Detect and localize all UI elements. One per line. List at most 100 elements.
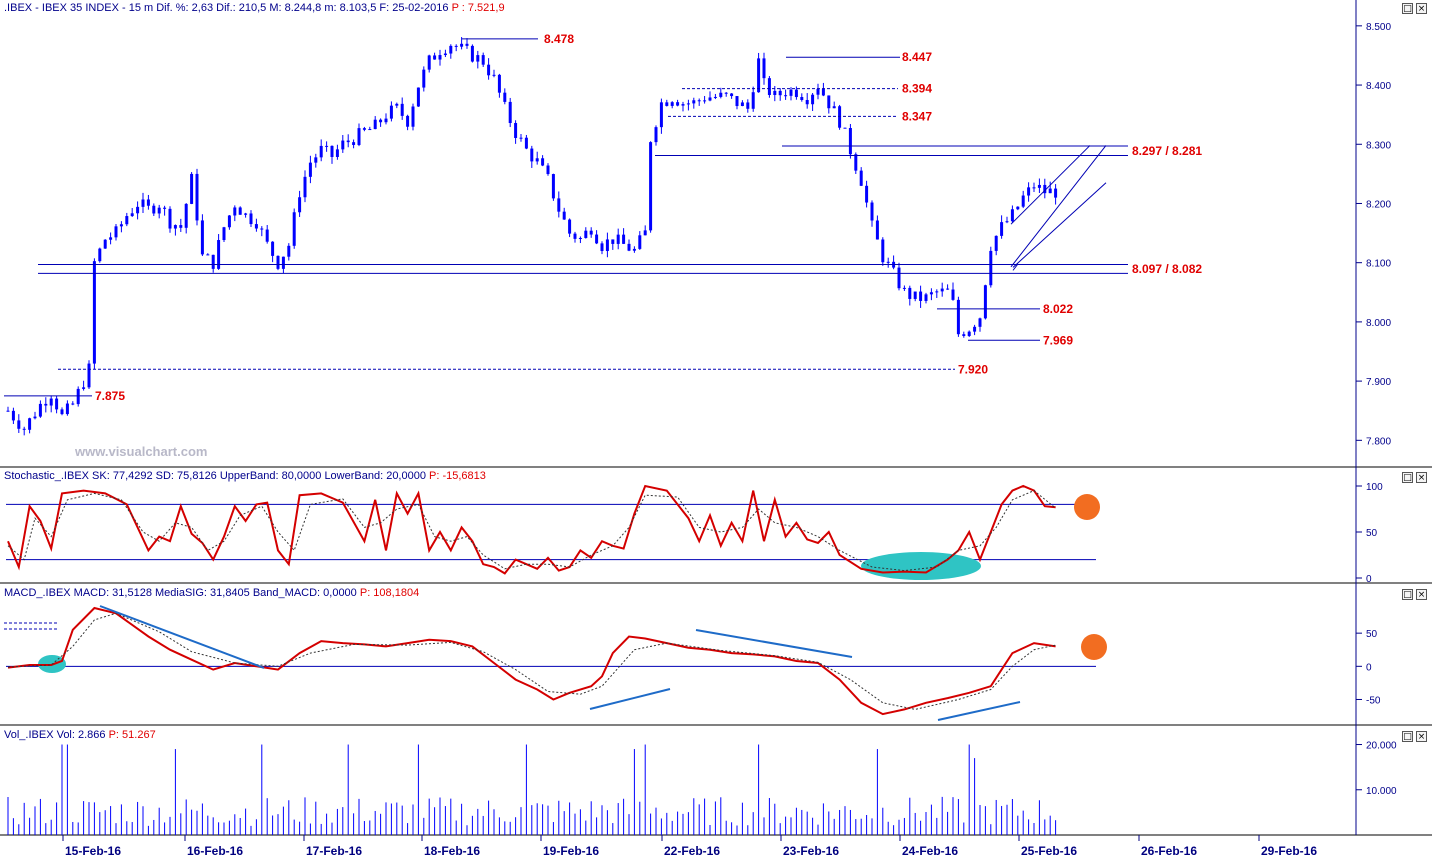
price-candle — [265, 229, 269, 242]
price-candle — [757, 58, 761, 93]
price-candle — [497, 74, 501, 93]
price-candle — [384, 118, 388, 123]
price-candle — [422, 69, 426, 88]
price-candle — [649, 142, 653, 231]
price-candle — [551, 174, 555, 199]
price-candle — [211, 254, 215, 269]
stochastic-panel-maximize-button[interactable]: □ — [1402, 472, 1413, 483]
macd-panel-maximize-button[interactable]: □ — [1402, 589, 1413, 600]
price-candle — [130, 213, 134, 217]
price-axis-label: 8.400 — [1366, 81, 1391, 92]
price-candle — [989, 250, 993, 286]
price-candle — [352, 142, 356, 145]
price-candle — [173, 225, 177, 229]
stochastic-axis-label: 0 — [1366, 574, 1372, 585]
price-candle — [659, 102, 663, 128]
macd-panel-header: MACD_.IBEX MACD: 31,5128 MediaSIG: 31,84… — [4, 587, 420, 599]
price-candle — [136, 206, 140, 214]
price-panel-close-button[interactable]: × — [1416, 3, 1427, 14]
price-candle — [60, 409, 64, 415]
price-panel-maximize-button[interactable]: □ — [1402, 3, 1413, 14]
price-candle — [1021, 195, 1025, 207]
price-candle — [978, 318, 982, 327]
macd-axis-label: 0 — [1366, 662, 1372, 673]
level-label: 8.297 / 8.281 — [1132, 144, 1202, 158]
price-candle — [1000, 222, 1004, 236]
price-candle — [951, 289, 955, 300]
channel-upper-line — [1010, 145, 1107, 268]
price-candle — [929, 292, 933, 295]
price-candle — [109, 237, 113, 240]
volume-panel-maximize-button[interactable]: □ — [1402, 731, 1413, 742]
price-candle — [184, 203, 188, 228]
price-candle — [870, 202, 874, 221]
macd-panel-close-button[interactable]: × — [1416, 589, 1427, 600]
macd-divergence-line — [589, 688, 671, 710]
channel-lower-line — [1012, 182, 1107, 268]
price-candle — [627, 243, 631, 251]
date-axis-label: 15-Feb-16 — [65, 844, 121, 857]
price-candle — [805, 99, 809, 105]
channel-top-line — [1010, 145, 1091, 225]
price-candle — [740, 102, 744, 107]
macd-divergence-line — [695, 629, 853, 658]
price-candle — [827, 95, 831, 109]
price-candle — [260, 228, 264, 230]
price-candle — [767, 78, 771, 95]
price-candle — [665, 102, 669, 106]
price-candle — [967, 331, 971, 336]
volume-axis-label: 20.000 — [1366, 741, 1397, 752]
price-candle — [848, 128, 852, 155]
price-candle — [460, 43, 464, 47]
price-candle — [622, 234, 626, 244]
price-candle — [44, 403, 48, 406]
price-candle — [708, 97, 712, 101]
level-label: 8.022 — [1043, 302, 1073, 316]
price-candle — [476, 55, 480, 62]
stochastic-axis-label: 50 — [1366, 528, 1378, 539]
macd-divergence-line — [937, 701, 1021, 721]
price-candle — [465, 43, 469, 46]
price-candle — [1043, 184, 1047, 194]
level-label: 8.347 — [902, 109, 932, 123]
price-candle — [357, 128, 361, 145]
price-candle — [481, 55, 485, 65]
price-candle — [789, 89, 793, 96]
stochastic-panel-close-button[interactable]: × — [1416, 472, 1427, 483]
price-candle — [600, 243, 604, 252]
price-candle — [49, 398, 53, 406]
price-candle — [654, 127, 658, 143]
price-candle — [157, 207, 161, 214]
price-candle — [730, 93, 734, 97]
price-candle — [946, 288, 950, 290]
price-candle — [703, 100, 707, 102]
price-candle — [800, 97, 804, 100]
price-candle — [470, 45, 474, 62]
price-candle — [114, 226, 118, 238]
price-candle — [530, 148, 534, 162]
price-candle — [411, 106, 415, 127]
price-candle — [65, 403, 69, 415]
price-candle — [443, 53, 447, 56]
price-candle — [373, 119, 377, 130]
price-candle — [38, 403, 42, 417]
level-label: 8.478 — [544, 32, 574, 46]
level-label: 8.097 / 8.082 — [1132, 262, 1202, 276]
price-candle — [427, 55, 431, 70]
price-candle — [281, 256, 285, 269]
level-label: 7.875 — [95, 389, 125, 403]
price-candle — [816, 88, 820, 95]
price-candle — [670, 102, 674, 106]
price-candle — [994, 235, 998, 251]
price-candle — [697, 100, 701, 102]
price-candle — [503, 92, 507, 102]
price-candle — [724, 92, 728, 94]
price-candle — [908, 287, 912, 299]
macd-divergence-line — [99, 605, 265, 669]
price-candle — [573, 233, 577, 239]
price-candle — [605, 239, 609, 252]
volume-panel-close-button[interactable]: × — [1416, 731, 1427, 742]
volume-panel-header: Vol_.IBEX Vol: 2.866 P: 51.267 — [4, 729, 156, 741]
price-candle — [1032, 187, 1036, 189]
